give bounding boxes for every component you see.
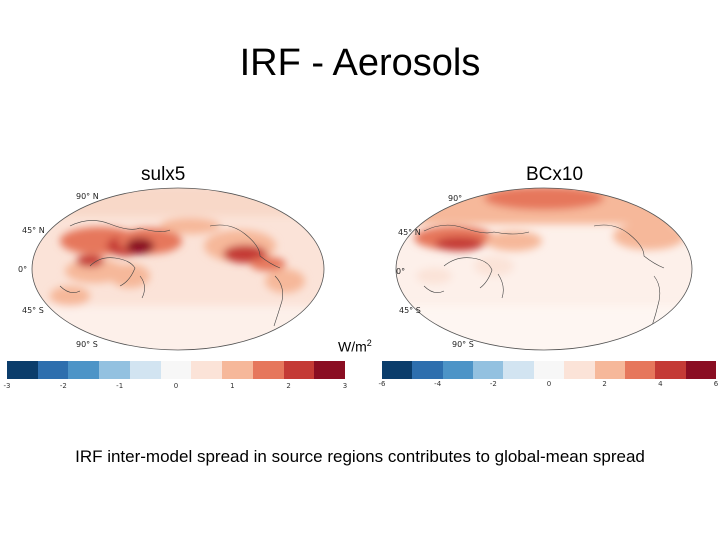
colorbar-tick-label: -2 <box>59 382 67 390</box>
colorbar-tick-label: -2 <box>489 380 497 388</box>
lat-label-45n-left: 45° N <box>22 226 45 235</box>
colorbar-tick-label: 0 <box>173 382 179 390</box>
colorbar-tick-label: 2 <box>602 380 607 388</box>
colorbar-tick-label: 4 <box>658 380 663 388</box>
colorbar-swatch <box>191 361 223 379</box>
colorbar-swatch <box>473 361 504 379</box>
colorbar-tick-label: -6 <box>378 380 386 388</box>
colorbar-swatch <box>160 361 192 379</box>
colorbar-swatch <box>624 361 656 379</box>
colorbar-swatch <box>283 361 315 379</box>
colorbar-swatch <box>99 361 130 379</box>
colorbar-swatch <box>129 361 161 379</box>
caption: IRF inter-model spread in source regions… <box>75 447 645 466</box>
units-base: W/m <box>338 338 367 355</box>
colorbar-swatch <box>37 361 69 379</box>
colorbar-tick-label: 1 <box>230 382 235 390</box>
colorbar-swatch <box>222 361 253 379</box>
colorbar-swatch <box>252 361 284 379</box>
lat-label-90n-left: 90° N <box>76 192 99 201</box>
colorbar-swatch <box>655 361 686 379</box>
map-title-bcx10: BCx10 <box>526 164 584 185</box>
lat-label-45s-left: 45° S <box>22 306 44 315</box>
colorbar-tick-label: -3 <box>3 382 11 390</box>
colorbar-tick-label: 3 <box>342 382 348 390</box>
colorbar-swatch <box>7 361 38 379</box>
colorbar-swatch <box>412 361 443 379</box>
colorbar-tick-label: 2 <box>286 382 291 390</box>
map-title-sulx5: sulx5 <box>141 164 186 185</box>
colorbar-sulx5 <box>7 361 346 379</box>
units-exponent: 2 <box>366 338 372 348</box>
colorbar-tick-label: 6 <box>713 380 719 388</box>
lat-label-eq-left: 0° <box>18 265 28 274</box>
lat-label-45n-right: 45° N <box>398 228 421 237</box>
colorbar-swatch <box>533 361 565 379</box>
colorbar-tick-label: -1 <box>116 382 124 390</box>
colorbar-swatch <box>594 361 625 379</box>
colorbar-swatch <box>442 361 474 379</box>
colorbar-bcx10 <box>382 361 716 379</box>
lat-label-eq-right: 0° <box>396 267 406 276</box>
lat-label-90s-left: 90° S <box>76 340 98 349</box>
colorbar-swatch <box>503 361 534 379</box>
lat-label-90s-right: 90° S <box>452 340 474 349</box>
colorbar-swatch <box>382 361 413 379</box>
map-bcx10 <box>395 187 693 351</box>
page-title: IRF - Aerosols <box>239 42 481 84</box>
colorbar-swatch <box>564 361 595 379</box>
lat-label-45s-right: 45° S <box>399 306 421 315</box>
colorbar-swatch <box>314 361 346 379</box>
colorbar-swatch <box>68 361 100 379</box>
colorbar-tick-label: 0 <box>546 380 552 388</box>
colorbar-tick-label: -4 <box>434 380 442 388</box>
lat-label-90n-right: 90° <box>448 194 463 203</box>
colorbar-swatch <box>685 361 716 379</box>
map-sulx5 <box>31 187 325 351</box>
units-label: W/m2 <box>338 338 372 355</box>
